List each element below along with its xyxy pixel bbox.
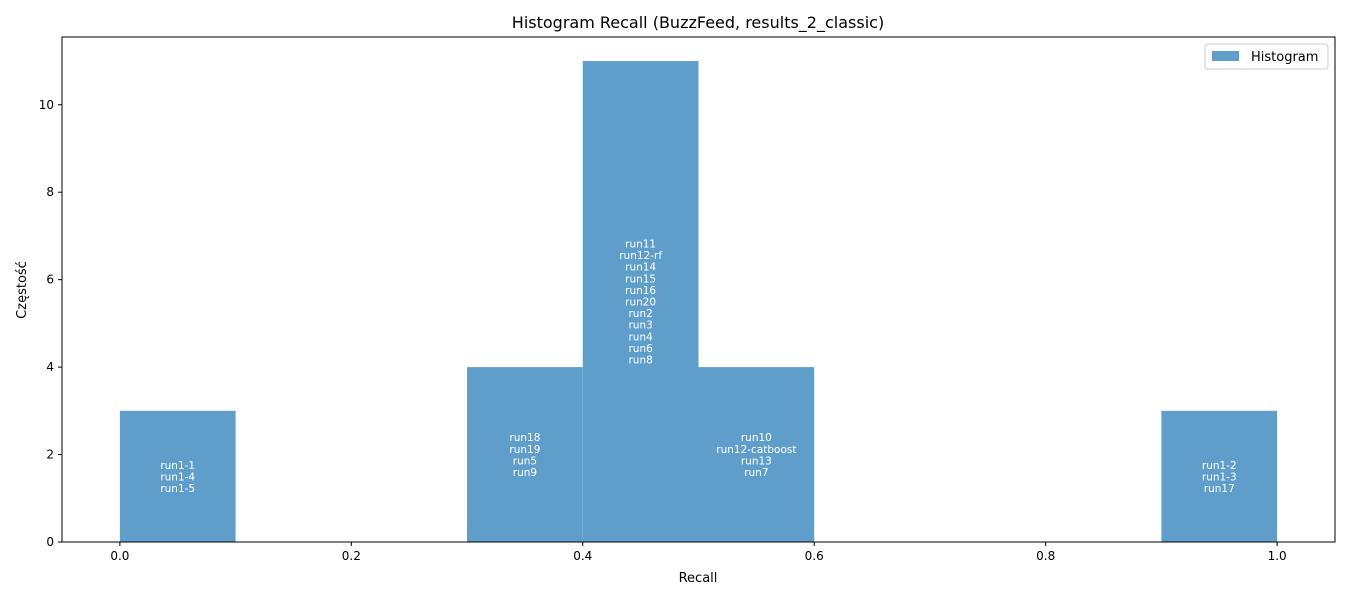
plot-frame [61, 36, 1336, 543]
run-label: run18 [509, 432, 540, 444]
bar-run-labels: run11 run12-rf run14 run15 run16 run20 run2 run… [619, 239, 662, 367]
y-tick-label: 0 [46, 535, 54, 549]
bar-run-labels: run10 run12-catboost run13 run7 [716, 432, 796, 479]
chart-title: Histogram Recall (BuzzFeed, results_2_cl… [512, 13, 884, 33]
legend-swatch [1212, 51, 1239, 61]
y-tick-label: 2 [46, 448, 54, 462]
y-tick-label: 8 [46, 185, 54, 199]
x-tick-label: 0.8 [1036, 549, 1055, 563]
y-tick-label: 4 [46, 360, 54, 374]
x-tick-label: 0.4 [573, 549, 592, 563]
run-label: run6 [628, 343, 653, 355]
legend-label: Histogram [1251, 50, 1318, 65]
run-label: run8 [628, 355, 652, 367]
run-label: run1-5 [160, 483, 195, 495]
x-tick-label: 0.2 [342, 549, 361, 563]
legend: Histogram [1204, 43, 1329, 70]
y-tick-label: 6 [46, 273, 54, 287]
y-axis-label: Częstość [15, 261, 30, 319]
run-label: run19 [509, 444, 540, 456]
run-label: run7 [744, 467, 768, 479]
histogram-bar [582, 61, 699, 543]
bar-run-labels: run1-2 run1-3 run17 [1202, 460, 1237, 495]
x-axis-ticks: 0.0 0.2 0.4 0.6 0.8 1.0 [110, 542, 1287, 563]
x-axis-label: Recall [679, 571, 718, 586]
run-label: run17 [1204, 483, 1235, 495]
x-tick-label: 0.6 [805, 549, 824, 563]
run-label: run12-rf [619, 250, 662, 262]
run-label: run4 [628, 331, 653, 343]
run-label: run20 [625, 297, 656, 309]
run-label: run3 [628, 320, 652, 332]
run-label: run15 [625, 273, 656, 285]
x-tick-label: 1.0 [1268, 549, 1287, 563]
run-label: run10 [741, 432, 772, 444]
bar-run-labels: run1-1 run1-4 run1-5 [160, 460, 195, 495]
run-label: run1-2 [1202, 460, 1237, 472]
histogram-bar [119, 410, 236, 542]
run-label: run1-1 [160, 460, 195, 472]
y-axis-ticks: 0 2 4 6 8 10 [39, 98, 62, 549]
run-label: run14 [625, 262, 656, 274]
histogram-bar [1161, 410, 1278, 542]
run-label: run5 [513, 455, 537, 467]
run-label: run12-catboost [716, 444, 796, 456]
x-tick-label: 0.0 [110, 549, 129, 563]
histogram-bar [467, 367, 583, 542]
bars-group [119, 61, 1278, 543]
run-label: run1-3 [1202, 471, 1237, 483]
histogram-bar [698, 367, 815, 542]
run-label: run9 [513, 467, 537, 479]
run-label: run13 [741, 455, 772, 467]
legend-box [1204, 43, 1329, 70]
y-tick-label: 10 [39, 98, 54, 112]
run-label: run1-4 [160, 471, 195, 483]
run-label: run11 [625, 239, 656, 251]
run-label: run2 [628, 308, 652, 320]
run-label: run16 [625, 285, 656, 297]
bar-run-labels: run18 run19 run5 run9 [509, 432, 540, 479]
